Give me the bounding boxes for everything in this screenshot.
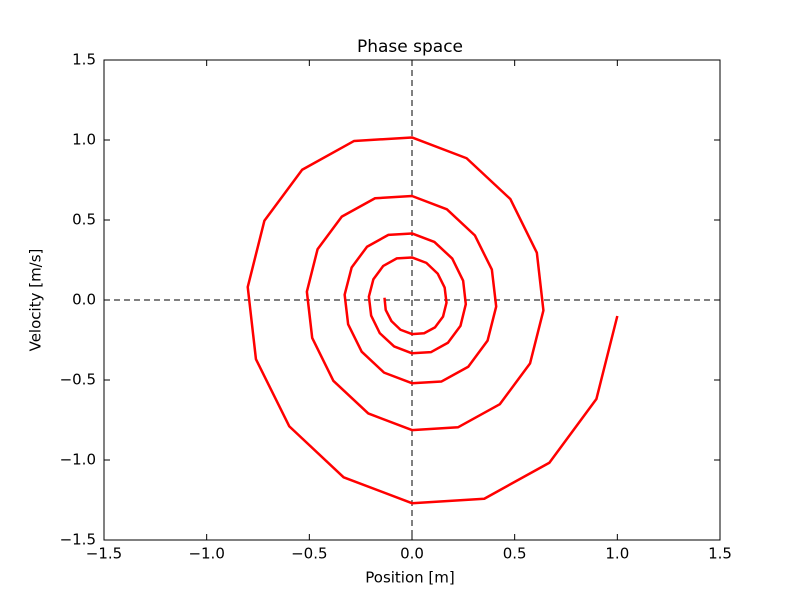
x-tick-label: 0.5 [503, 545, 527, 563]
x-tick-label: −0.5 [291, 545, 327, 563]
y-tick-label: 0.0 [72, 291, 96, 309]
y-tick-label: −1.0 [60, 451, 96, 469]
x-axis-label: Position [m] [365, 569, 455, 587]
data-line [246, 136, 619, 505]
x-tick-label: 0.0 [400, 545, 424, 563]
chart-title: Phase space [357, 37, 463, 57]
y-tick-label: 1.5 [72, 51, 96, 69]
y-tick-label: 0.5 [72, 211, 96, 229]
x-tick-label: 1.0 [605, 545, 629, 563]
y-tick-label: −0.5 [60, 371, 96, 389]
y-tick-label: −1.5 [60, 531, 96, 549]
x-tick-label: 1.5 [708, 545, 732, 563]
x-tick-label: −1.0 [188, 545, 224, 563]
y-axis-label: Velocity [m/s] [27, 249, 45, 352]
x-tick-label: −1.5 [86, 545, 122, 563]
y-tick-label: 1.0 [72, 131, 96, 149]
